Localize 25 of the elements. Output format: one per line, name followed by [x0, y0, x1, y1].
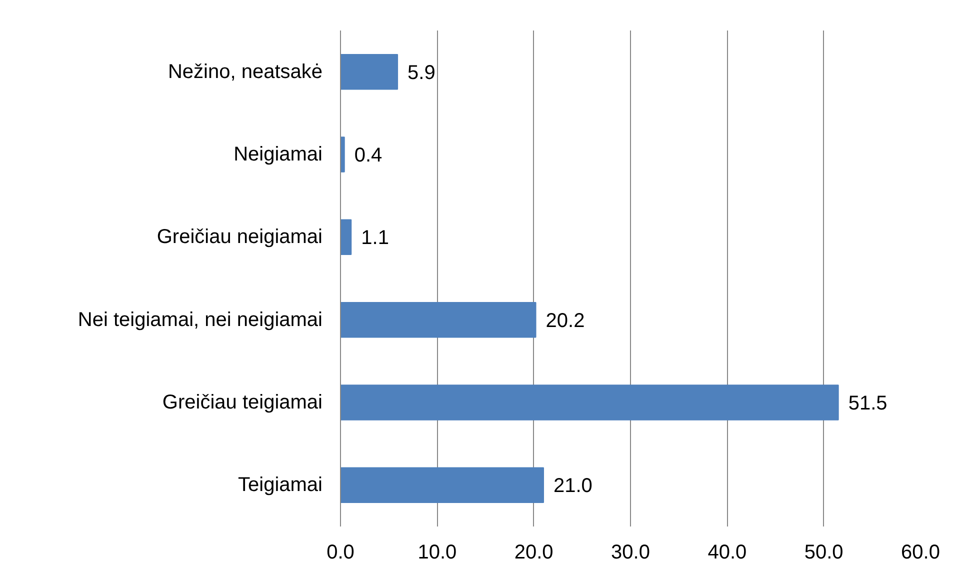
y-tick-label: Neigiamai [234, 144, 323, 166]
bar [340, 302, 536, 338]
x-tick-label: 10.0 [418, 542, 457, 564]
y-tick-label: Greičiau neigiamai [156, 226, 323, 248]
data-label: 51.5 [848, 392, 888, 414]
bar [340, 219, 352, 256]
y-tick-label: Teigiamai [238, 474, 322, 496]
data-label: 21.0 [554, 475, 592, 498]
x-tick-label: 40.0 [708, 542, 747, 564]
data-label: 0.4 [354, 144, 382, 166]
data-label: 1.1 [361, 227, 389, 250]
data-label: 20.2 [546, 310, 585, 332]
y-tick-label: Nei teigiamai, nei neigiamai [78, 308, 323, 331]
x-tick-label: 50.0 [804, 542, 844, 564]
data-label: 5.9 [408, 62, 436, 84]
bar [340, 54, 398, 90]
bar [340, 384, 839, 420]
x-tick-label: 0.0 [326, 542, 354, 564]
bar [340, 136, 345, 172]
x-tick-label: 20.0 [514, 542, 554, 564]
x-tick-label: 60.0 [901, 542, 940, 564]
y-tick-label: Greičiau teigiamai [162, 392, 323, 414]
y-tick-label: Nežino, neatsakė [168, 60, 323, 83]
x-tick-label: 30.0 [611, 542, 650, 564]
bar [340, 467, 544, 504]
